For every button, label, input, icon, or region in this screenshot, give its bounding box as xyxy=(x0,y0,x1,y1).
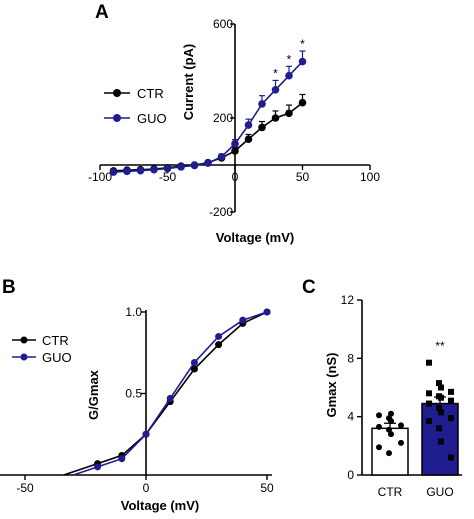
b-data-point xyxy=(215,332,223,340)
c-y-tick-label: 12 xyxy=(341,293,355,307)
c-data-point xyxy=(426,400,432,407)
a-legend-marker-ctr xyxy=(113,89,121,97)
b-data-point xyxy=(215,341,223,349)
a-data-point xyxy=(163,164,172,173)
a-significance-star: * xyxy=(273,66,278,80)
a-x-axis-title: Voltage (mV) xyxy=(216,230,295,245)
a-x-tick-label: -100 xyxy=(88,170,112,184)
b-legend-label-guo: GUO xyxy=(42,350,72,365)
c-data-point xyxy=(388,410,394,417)
c-data-point xyxy=(438,384,444,391)
a-data-point xyxy=(231,147,239,155)
b-legend-marker-guo xyxy=(20,353,28,361)
a-x-tick-label: 100 xyxy=(360,170,380,184)
c-data-point xyxy=(438,394,444,401)
c-data-point xyxy=(448,397,454,404)
b-data-point xyxy=(239,316,247,324)
c-data-point xyxy=(386,450,392,457)
b-data-point xyxy=(190,359,198,367)
a-y-tick-label: -200 xyxy=(209,205,233,219)
c-data-point xyxy=(426,359,432,366)
a-x-tick-label: 0 xyxy=(232,170,239,184)
b-legend-label-ctr: CTR xyxy=(42,333,69,348)
a-data-point xyxy=(123,167,131,176)
c-data-point xyxy=(438,409,444,416)
b-data-point xyxy=(94,463,102,471)
c-data-point xyxy=(388,431,394,438)
c-data-point xyxy=(438,438,444,445)
a-legend-label-guo: GUO xyxy=(137,111,167,126)
b-series-line-ctr xyxy=(97,311,268,465)
a-data-point xyxy=(258,100,266,108)
panel-label-a: A xyxy=(95,2,109,23)
a-data-point xyxy=(177,163,185,171)
c-data-point xyxy=(398,422,404,429)
a-data-point xyxy=(271,86,280,94)
a-data-point xyxy=(285,109,293,118)
b-y-tick-label: 0.5 xyxy=(125,387,142,401)
b-data-point xyxy=(142,430,150,438)
b-x-tick-label: 50 xyxy=(260,481,274,495)
a-data-point xyxy=(150,165,158,174)
c-data-point xyxy=(388,418,394,425)
b-y-tick-label: 1.0 xyxy=(125,305,142,319)
b-y-axis-title: G/Gmax xyxy=(86,369,101,420)
a-x-tick-label: -50 xyxy=(159,170,177,184)
a-x-tick-label: 50 xyxy=(296,170,310,184)
a-data-point xyxy=(190,161,199,170)
c-data-point xyxy=(376,412,382,419)
a-data-point xyxy=(217,152,226,161)
b-x-tick-label: -50 xyxy=(16,481,34,495)
c-data-point xyxy=(448,388,454,395)
c-data-point xyxy=(436,404,442,411)
b-data-point xyxy=(190,365,198,373)
panel-label-b: B xyxy=(2,277,16,298)
a-data-point xyxy=(244,121,253,129)
b-series-line-guo xyxy=(97,311,268,468)
a-data-point xyxy=(136,166,145,175)
c-data-point xyxy=(426,418,432,425)
panel-label-c: C xyxy=(302,277,316,298)
c-data-point xyxy=(448,454,454,461)
b-data-point xyxy=(263,308,271,316)
a-data-point xyxy=(285,71,293,80)
a-legend-label-ctr: CTR xyxy=(137,86,164,101)
a-data-point xyxy=(109,168,118,176)
a-data-point xyxy=(271,114,280,122)
a-data-point xyxy=(298,57,307,66)
a-legend-marker-guo xyxy=(113,114,121,122)
b-x-tick-label: 0 xyxy=(143,481,150,495)
a-data-point xyxy=(258,123,266,132)
c-data-point xyxy=(376,423,382,430)
b-series-extension-ctr xyxy=(63,462,98,476)
c-data-point xyxy=(436,425,442,432)
c-data-point xyxy=(448,415,454,422)
c-significance-star: ** xyxy=(435,339,445,353)
a-data-point xyxy=(298,98,307,107)
c-y-tick-label: 8 xyxy=(347,351,354,365)
c-y-tick-label: 4 xyxy=(347,410,354,424)
c-y-axis-title: Gmax (nS) xyxy=(324,352,339,417)
c-data-point xyxy=(398,439,404,446)
a-data-point xyxy=(231,140,239,148)
a-y-tick-label: 600 xyxy=(213,17,233,31)
a-significance-star: * xyxy=(300,37,305,51)
b-x-axis-title: Voltage (mV) xyxy=(121,498,200,513)
a-data-point xyxy=(244,135,253,143)
b-legend-marker-ctr xyxy=(20,336,28,344)
c-data-point xyxy=(376,444,382,451)
a-y-tick-label: 200 xyxy=(213,111,233,125)
c-y-tick-label: 0 xyxy=(347,468,354,482)
a-data-point xyxy=(204,159,212,167)
c-data-point xyxy=(436,380,442,387)
b-data-point xyxy=(118,455,126,463)
c-data-point xyxy=(426,390,432,397)
b-data-point xyxy=(166,394,174,402)
c-x-tick-label: CTR xyxy=(378,485,403,499)
b-series-extension-guo xyxy=(73,466,98,476)
a-y-axis-title: Current (pA) xyxy=(181,44,196,121)
a-significance-star: * xyxy=(287,52,292,66)
c-x-tick-label: GUO xyxy=(426,485,453,499)
